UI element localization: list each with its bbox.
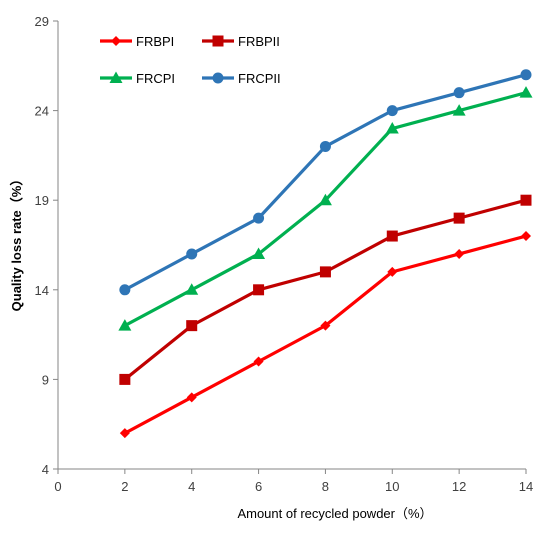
y-tick-label: 4 <box>42 462 49 477</box>
legend-label: FRBPII <box>238 34 280 49</box>
data-point <box>119 284 131 296</box>
data-point <box>385 122 399 134</box>
data-point <box>386 230 398 242</box>
series-layer <box>118 69 533 439</box>
legend-marker <box>212 35 224 47</box>
y-tick-label: 29 <box>35 14 49 29</box>
legend: FRBPI FRBPII FRCPI FRCPII <box>100 34 281 86</box>
data-point <box>519 86 533 98</box>
series-FRBPI <box>119 231 531 439</box>
x-tick-label: 14 <box>519 479 533 494</box>
data-point <box>319 140 331 152</box>
legend-label: FRBPI <box>136 34 174 49</box>
data-point <box>186 392 197 403</box>
y-tick-label: 24 <box>35 104 49 119</box>
data-point <box>386 105 398 117</box>
data-point <box>253 356 264 367</box>
legend-marker <box>111 36 121 46</box>
data-point <box>185 283 199 295</box>
y-tick-label: 9 <box>42 372 49 387</box>
legend-marker <box>109 71 123 83</box>
data-point <box>252 247 266 259</box>
legend-marker <box>212 72 224 84</box>
data-point <box>118 319 132 331</box>
series-line <box>123 198 528 381</box>
data-point <box>320 320 331 331</box>
legend-entry: FRCPI <box>100 71 175 86</box>
data-point <box>521 231 531 242</box>
legend-label: FRCPI <box>136 71 175 86</box>
y-tick-label: 14 <box>35 283 49 298</box>
x-tick-label: 6 <box>255 479 262 494</box>
data-point <box>520 194 532 206</box>
x-tick-label: 10 <box>385 479 399 494</box>
series-FRCPII <box>119 69 532 296</box>
series-FRCPI <box>118 86 533 331</box>
data-point <box>119 373 131 385</box>
y-tick-label: 19 <box>35 193 49 208</box>
legend-entry: FRCPII <box>202 71 281 86</box>
legend-entry: FRBPI <box>100 34 174 49</box>
data-point <box>453 87 465 99</box>
series-FRBPII <box>119 194 532 385</box>
data-point <box>319 266 331 278</box>
x-axis-title: Amount of recycled powder（%） <box>237 506 432 521</box>
series-line <box>123 91 528 328</box>
x-tick-label: 12 <box>452 479 466 494</box>
x-tick-label: 8 <box>322 479 329 494</box>
data-point <box>520 69 532 81</box>
data-point <box>186 320 198 332</box>
x-tick-label: 0 <box>54 479 61 494</box>
data-point <box>119 428 130 439</box>
data-point <box>253 284 265 296</box>
data-point <box>453 212 465 224</box>
legend-label: FRCPII <box>238 71 281 86</box>
series-line <box>123 234 528 435</box>
x-tick-label: 2 <box>121 479 128 494</box>
y-axis-title: Quality loss rate（%） <box>9 173 24 312</box>
data-point <box>387 266 398 277</box>
series-line <box>123 73 528 292</box>
x-tick-label: 4 <box>188 479 195 494</box>
data-point <box>454 248 465 259</box>
data-point <box>253 212 265 224</box>
legend-entry: FRBPII <box>202 34 280 49</box>
data-point <box>318 193 332 206</box>
data-point <box>452 104 466 116</box>
data-point <box>186 248 198 260</box>
